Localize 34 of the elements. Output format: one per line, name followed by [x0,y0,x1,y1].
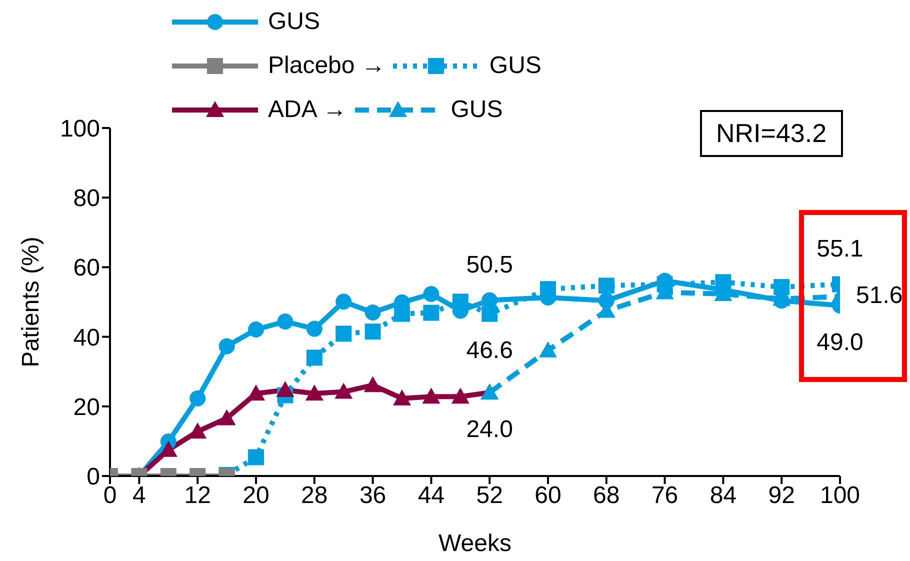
x-tick-label: 4 [132,482,146,510]
x-tick-label: 100 [820,482,860,510]
legend-label: GUS [450,96,503,124]
y-tick-label: 40 [73,324,100,352]
x-tick-label: 28 [301,482,328,510]
annotation: NRI=43.2 [700,110,843,157]
data-label: 55.1 [816,236,864,263]
y-tick-label: 60 [73,254,100,282]
legend-label: GUS [268,8,320,36]
legend-label: GUS [489,52,542,80]
x-tick-label: 20 [242,482,270,510]
x-tick-label: 60 [534,482,562,510]
x-tick-label: 76 [651,482,678,510]
x-tick-label: 12 [184,482,211,510]
legend-label: ADA → [268,96,347,124]
data-label: 50.5 [466,252,513,279]
y-axis-title: Patients (%) [18,236,45,368]
legend-label: Placebo → [268,52,386,80]
x-tick-label: 44 [418,482,445,510]
x-tick-label: 84 [710,482,737,510]
data-label: 46.6 [466,337,513,364]
x-axis-title: Weeks [438,530,512,557]
x-tick-label: 0 [103,482,117,510]
data-label: 24.0 [466,416,513,443]
y-tick-label: 100 [60,116,100,143]
x-tick-label: 68 [593,482,620,510]
data-label: 49.0 [816,328,864,356]
data-label: 51.6 [856,282,903,309]
x-tick-label: 36 [359,482,386,510]
x-tick-label: 92 [768,482,795,510]
y-tick-label: 80 [73,185,100,212]
y-tick-label: 20 [73,394,100,421]
x-tick-label: 52 [476,482,503,510]
y-tick-label: 0 [86,464,100,491]
